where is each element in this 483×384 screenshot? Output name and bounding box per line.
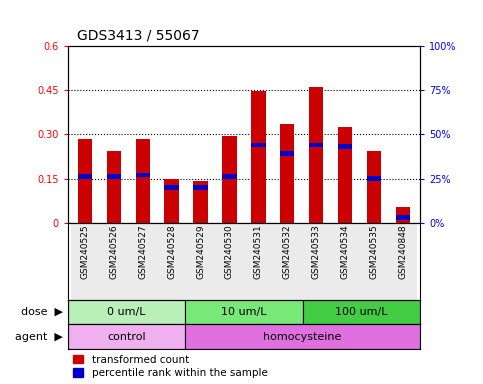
Bar xyxy=(280,151,295,156)
Bar xyxy=(185,324,420,349)
Bar xyxy=(78,174,92,179)
Bar xyxy=(185,300,303,324)
Bar xyxy=(107,174,121,179)
Bar xyxy=(251,142,266,147)
Bar xyxy=(309,87,324,223)
Bar xyxy=(222,174,237,179)
Text: 10 um/L: 10 um/L xyxy=(221,307,267,317)
Text: GSM240530: GSM240530 xyxy=(225,224,234,279)
Text: 0 um/L: 0 um/L xyxy=(107,307,146,317)
Text: GSM240532: GSM240532 xyxy=(283,224,292,279)
Text: GSM240534: GSM240534 xyxy=(341,224,350,279)
Bar xyxy=(186,223,215,300)
Bar xyxy=(396,215,410,220)
Bar xyxy=(338,127,352,223)
Text: GSM240526: GSM240526 xyxy=(109,224,118,279)
Text: GSM240528: GSM240528 xyxy=(167,224,176,279)
Text: GSM240527: GSM240527 xyxy=(138,224,147,279)
Text: dose  ▶: dose ▶ xyxy=(21,307,63,317)
Text: control: control xyxy=(107,332,146,342)
Bar xyxy=(303,300,420,324)
Bar xyxy=(367,151,381,223)
Bar xyxy=(251,91,266,223)
Text: GSM240535: GSM240535 xyxy=(369,224,379,279)
Text: GSM240848: GSM240848 xyxy=(398,224,407,279)
Bar xyxy=(309,142,324,147)
Text: 100 um/L: 100 um/L xyxy=(335,307,388,317)
Bar xyxy=(68,300,185,324)
Bar xyxy=(157,223,186,300)
Bar xyxy=(99,223,128,300)
Bar xyxy=(193,185,208,190)
Bar xyxy=(338,144,352,149)
Bar xyxy=(273,223,302,300)
Bar xyxy=(78,139,92,223)
Bar xyxy=(68,324,185,349)
Bar xyxy=(107,151,121,223)
Bar xyxy=(396,207,410,223)
Bar xyxy=(302,223,331,300)
Legend: transformed count, percentile rank within the sample: transformed count, percentile rank withi… xyxy=(73,355,268,378)
Bar xyxy=(128,223,157,300)
Bar xyxy=(280,124,295,223)
Text: homocysteine: homocysteine xyxy=(264,332,342,342)
Bar xyxy=(193,180,208,223)
Bar xyxy=(244,223,273,300)
Bar xyxy=(222,136,237,223)
Text: GSM240533: GSM240533 xyxy=(312,224,321,279)
Text: GSM240525: GSM240525 xyxy=(81,224,89,279)
Text: GSM240529: GSM240529 xyxy=(196,224,205,279)
Bar xyxy=(367,176,381,181)
Bar xyxy=(164,179,179,223)
Text: agent  ▶: agent ▶ xyxy=(15,332,63,342)
Bar xyxy=(331,223,359,300)
Bar xyxy=(71,223,99,300)
Text: GDS3413 / 55067: GDS3413 / 55067 xyxy=(77,28,200,42)
Bar xyxy=(359,223,388,300)
Bar xyxy=(215,223,244,300)
Bar xyxy=(136,173,150,177)
Bar xyxy=(388,223,417,300)
Bar xyxy=(164,185,179,190)
Bar xyxy=(136,139,150,223)
Text: GSM240531: GSM240531 xyxy=(254,224,263,279)
